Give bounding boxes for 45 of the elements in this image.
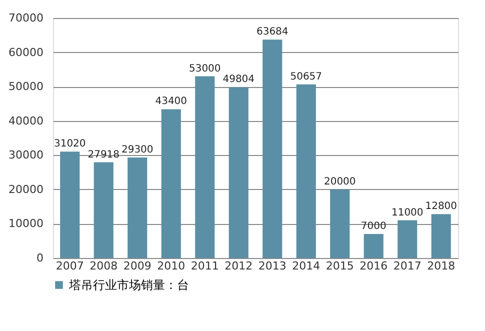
x-tick-label: 2010 — [157, 260, 186, 272]
data-label: 29300 — [121, 144, 154, 156]
x-tick-label: 2009 — [123, 260, 152, 272]
bar — [228, 87, 248, 258]
data-label: 49804 — [222, 74, 255, 86]
x-tick-label: 2011 — [190, 260, 219, 272]
bar — [364, 234, 384, 258]
y-tick-label: 40000 — [8, 114, 44, 128]
x-tick-label: 2015 — [326, 260, 354, 272]
x-tick-label: 2014 — [292, 260, 320, 272]
data-label: 53000 — [188, 63, 221, 74]
bar — [60, 152, 80, 258]
data-label: 50657 — [290, 71, 322, 82]
x-tick-label: 2016 — [360, 260, 388, 272]
x-tick-label: 2008 — [90, 260, 118, 272]
bar — [398, 220, 418, 258]
y-tick-label: 50000 — [8, 80, 44, 94]
data-label: 7000 — [360, 221, 386, 232]
data-label: 63684 — [256, 26, 288, 38]
data-label: 31020 — [54, 138, 86, 150]
x-tick-label: 2017 — [393, 260, 422, 272]
data-label: 11000 — [391, 207, 424, 218]
y-tick-label: 30000 — [8, 148, 44, 162]
bar — [262, 40, 282, 258]
y-tick-label: 0 — [36, 252, 44, 264]
y-tick-label: 60000 — [8, 46, 44, 59]
bar — [296, 84, 316, 258]
bar — [94, 162, 114, 258]
x-tick-label: 2012 — [224, 260, 253, 272]
y-tick-label: 20000 — [8, 182, 44, 196]
data-label: 20000 — [324, 176, 356, 188]
bar — [431, 214, 451, 258]
bar — [128, 158, 148, 258]
data-label: 27918 — [88, 149, 120, 160]
x-tick-label: 2018 — [427, 260, 456, 272]
legend-label: 塔吊行业市场销量：台 — [68, 278, 189, 292]
bar — [161, 109, 181, 258]
bar — [195, 76, 215, 258]
x-tick-label: 2007 — [56, 260, 84, 272]
bar — [330, 189, 350, 258]
data-label: 12800 — [425, 201, 458, 212]
x-tick-label: 2013 — [258, 260, 286, 272]
y-tick-label: 70000 — [8, 12, 44, 24]
data-label: 43400 — [155, 96, 188, 108]
y-tick-label: 10000 — [8, 217, 44, 230]
